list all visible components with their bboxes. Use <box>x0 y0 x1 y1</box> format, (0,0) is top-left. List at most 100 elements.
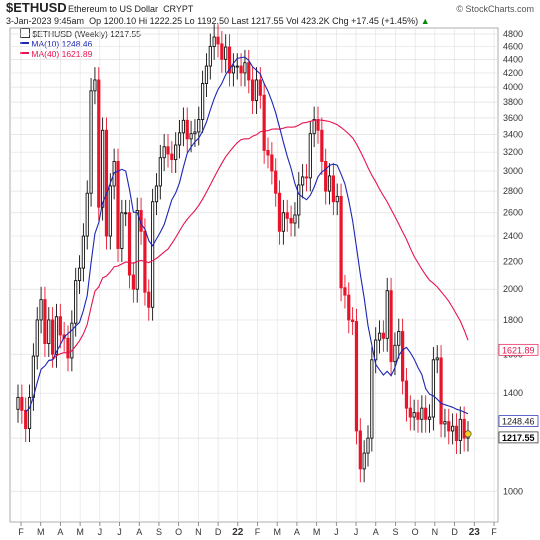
ma40-line <box>48 119 469 361</box>
candle-body <box>289 217 293 224</box>
x-tick-label: N <box>432 527 439 537</box>
y-tick-label: 4000 <box>503 82 523 92</box>
chart-name: Ethereum to US Dollar CRYPT <box>68 4 193 15</box>
y-tick-label: 3800 <box>503 97 523 107</box>
candle-body <box>54 316 59 355</box>
candle-body <box>208 45 212 67</box>
x-tick-label: M <box>76 527 84 537</box>
candle-body <box>101 129 105 208</box>
x-tick-label: F <box>255 527 261 537</box>
candle-body <box>308 133 312 179</box>
y-tick-label: 4200 <box>503 68 523 78</box>
candle-body <box>281 212 285 232</box>
x-tick-label: A <box>373 527 379 537</box>
candle-body <box>401 331 405 382</box>
y-tick-label: 3000 <box>503 166 523 176</box>
candle-body <box>293 214 297 224</box>
candle-body <box>404 380 409 409</box>
candle-body <box>431 359 435 418</box>
value-tag-label: 1217.55 <box>502 433 535 443</box>
candle-body <box>439 357 443 425</box>
candle-body <box>174 144 178 161</box>
last-price-marker <box>464 430 472 438</box>
candle-body <box>177 132 182 146</box>
x-tick-label: S <box>156 527 162 537</box>
y-tick-label: 2200 <box>503 256 523 266</box>
candle-body <box>370 359 374 439</box>
x-tick-label: J <box>117 527 122 537</box>
legend-ma40-label: MA(40) 1621.89 <box>31 49 93 59</box>
candle-body <box>331 175 335 203</box>
candle-body <box>454 425 459 442</box>
candle-body <box>193 131 197 135</box>
chart-grid <box>9 27 499 523</box>
x-tick-label: F <box>18 527 24 537</box>
candle-body <box>277 192 282 232</box>
x-tick-label: J <box>98 527 103 537</box>
legend-ma10-label: MA(10) 1248.46 <box>31 39 93 49</box>
legend-ma40: MA(40) 1621.89 <box>20 49 92 59</box>
chart-series <box>16 24 472 483</box>
x-tick-label: D <box>215 527 222 537</box>
chart-axes: 1000120014001600180020002200240026002800… <box>18 29 539 538</box>
x-tick-label: J <box>334 527 339 537</box>
legend-ma10-swatch <box>20 42 29 44</box>
candle-body <box>89 90 93 194</box>
candle-body <box>212 36 216 47</box>
x-tick-label: M <box>273 527 281 537</box>
candle-body <box>131 274 135 290</box>
candle-body <box>385 290 389 339</box>
candle-body <box>97 79 101 208</box>
x-tick-label: N <box>195 527 202 537</box>
candle-body <box>420 407 424 420</box>
candle-body <box>24 409 28 430</box>
x-tick-label: M <box>313 527 321 537</box>
y-tick-label: 2600 <box>503 208 523 218</box>
y-tick-label: 1800 <box>503 315 523 325</box>
x-tick-label: A <box>294 527 300 537</box>
candle-body <box>427 416 432 420</box>
candle-body <box>301 176 305 186</box>
candle-body <box>254 79 259 102</box>
candle-body <box>127 212 132 276</box>
y-tick-label: 1000 <box>503 486 523 496</box>
quote-date: 3-Jan-2023 9:45am <box>6 16 85 26</box>
value-tag-box <box>498 343 539 356</box>
candle-body <box>120 212 124 249</box>
candle-body <box>77 267 82 282</box>
candle-body <box>343 287 347 296</box>
x-tick-label: F <box>491 527 497 537</box>
candle-body <box>247 62 251 81</box>
candle-body <box>424 407 428 420</box>
candle-body <box>74 280 78 324</box>
value-tag-label: 1621.89 <box>502 345 535 355</box>
x-tick-label: O <box>412 527 419 537</box>
candle-body <box>151 201 155 308</box>
x-tick-label: M <box>37 527 45 537</box>
x-tick-label: D <box>451 527 458 537</box>
exchange-label: CRYPT <box>163 4 194 14</box>
copyright: © StockCharts.com <box>456 4 534 14</box>
candle-body <box>35 319 39 357</box>
candle-body <box>162 146 166 159</box>
candle-body <box>312 119 316 135</box>
candle-body <box>166 146 170 155</box>
y-tick-label: 1400 <box>503 388 523 398</box>
candle-body <box>243 62 247 74</box>
y-tick-label: 4400 <box>503 54 523 64</box>
candle-body <box>262 94 266 151</box>
value-tag-label: 1248.46 <box>502 417 535 427</box>
x-tick-label: J <box>354 527 359 537</box>
candle-body <box>124 212 128 215</box>
quote-values: Op 1200.10 Hi 1222.25 Lo 1192.50 Last 12… <box>89 16 419 26</box>
y-tick-label: 3400 <box>503 130 523 140</box>
candle-body <box>412 412 416 418</box>
quote-stats: 3-Jan-2023 9:45am Op 1200.10 Hi 1222.25 … <box>6 16 430 27</box>
candle-body <box>274 170 278 194</box>
x-tick-label: 23 <box>469 527 481 538</box>
y-tick-label: 3600 <box>503 113 523 123</box>
instrument-name: Ethereum to US Dollar <box>68 4 159 14</box>
candle-body <box>201 83 205 120</box>
plot-frame <box>9 27 499 523</box>
